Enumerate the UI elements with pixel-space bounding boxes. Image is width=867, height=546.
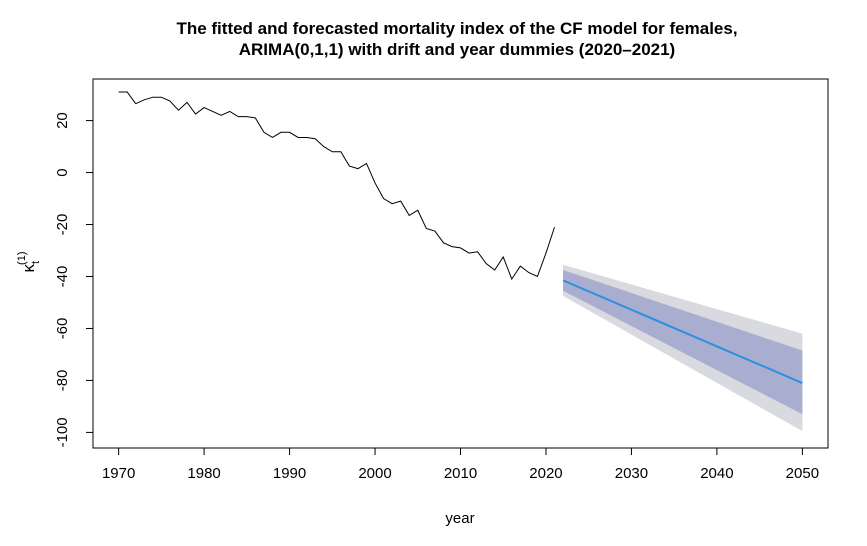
y-tick-label: -100 (54, 417, 71, 447)
x-tick-label: 2020 (529, 465, 562, 482)
x-tick-label: 2000 (358, 465, 391, 482)
x-tick-label: 1990 (273, 465, 306, 482)
y-tick-label: -60 (54, 318, 71, 340)
y-axis: -100 -80 -60 -40 -20 0 20 (54, 112, 94, 447)
plot-frame (92, 78, 829, 449)
prediction-bands (563, 264, 803, 432)
x-tick-label: 1980 (187, 465, 220, 482)
prediction-band-80 (563, 269, 803, 415)
x-tick-label: 2010 (444, 465, 477, 482)
chart-title-line1: The fitted and forecasted mortality inde… (176, 19, 737, 38)
y-axis-title-symbol: κ (19, 264, 38, 273)
y-tick-label: -40 (54, 266, 71, 288)
y-axis-title-superscript: (1) (16, 251, 28, 264)
forecast-line (562, 279, 803, 384)
fitted-line (118, 91, 555, 281)
y-axis-title: κt(1) (16, 251, 42, 272)
svg-text:κt(1): κt(1) (16, 251, 42, 272)
y-tick-label: -20 (54, 214, 71, 236)
x-tick-label: 2050 (786, 465, 819, 482)
series-lines (118, 91, 803, 384)
x-axis-title: year (445, 510, 474, 527)
x-axis: 1970 1980 1990 2000 2010 2020 2030 2040 2050 (102, 447, 819, 482)
y-tick-label: -80 (54, 370, 71, 392)
y-tick-label: 20 (54, 112, 71, 129)
x-tick-label: 2040 (700, 465, 733, 482)
x-tick-label: 1970 (102, 465, 135, 482)
y-tick-label: 0 (54, 168, 71, 176)
chart-title-line2: ARIMA(0,1,1) with drift and year dummies… (239, 40, 675, 59)
x-tick-label: 2030 (615, 465, 648, 482)
y-axis-title-subscript: t (30, 261, 42, 264)
